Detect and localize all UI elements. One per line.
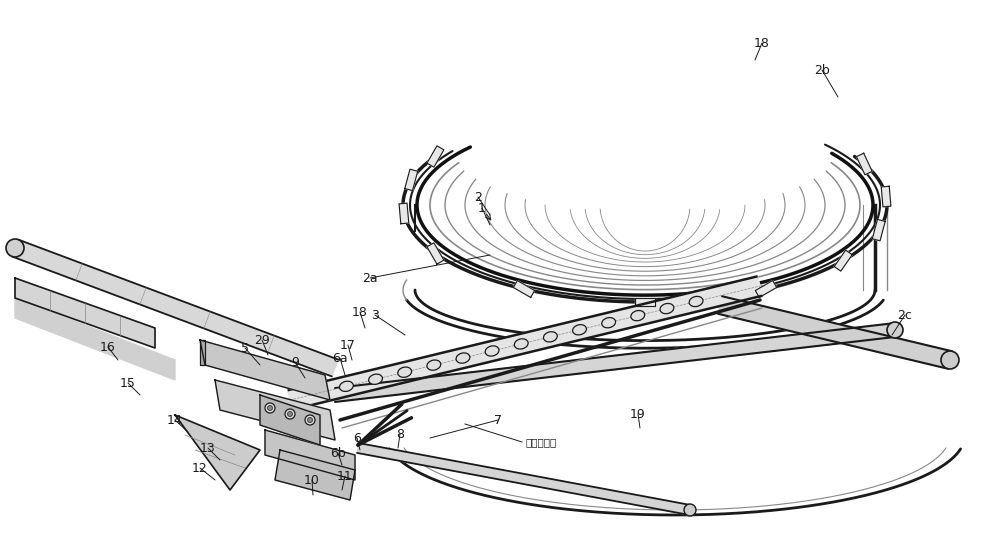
Ellipse shape	[514, 339, 528, 349]
Ellipse shape	[689, 296, 703, 307]
Polygon shape	[215, 380, 335, 440]
Polygon shape	[12, 240, 338, 377]
Polygon shape	[357, 443, 691, 515]
Polygon shape	[856, 153, 872, 175]
Circle shape	[268, 405, 273, 410]
Text: 2c: 2c	[898, 308, 912, 322]
Polygon shape	[15, 278, 155, 348]
Text: 13: 13	[200, 441, 216, 455]
Text: 2b: 2b	[814, 64, 830, 76]
Polygon shape	[265, 430, 355, 480]
Polygon shape	[399, 203, 409, 224]
Ellipse shape	[456, 353, 470, 363]
Text: 15: 15	[120, 377, 136, 390]
Text: 分质传输器: 分质传输器	[525, 437, 556, 447]
Text: 3: 3	[371, 308, 379, 322]
Text: 18: 18	[754, 37, 770, 50]
Ellipse shape	[660, 304, 674, 314]
Polygon shape	[834, 250, 852, 271]
Text: 2: 2	[474, 191, 482, 203]
Circle shape	[285, 409, 295, 419]
Text: 19: 19	[630, 408, 646, 421]
Text: 14: 14	[167, 414, 183, 427]
Text: 6a: 6a	[332, 352, 348, 365]
Polygon shape	[275, 450, 355, 500]
Text: 10: 10	[304, 474, 320, 487]
Ellipse shape	[631, 311, 645, 321]
Polygon shape	[755, 281, 777, 298]
Circle shape	[684, 504, 696, 516]
Text: 1: 1	[478, 202, 486, 215]
Polygon shape	[175, 415, 260, 490]
Circle shape	[308, 417, 313, 422]
Ellipse shape	[573, 325, 586, 335]
Polygon shape	[405, 169, 418, 191]
Text: 16: 16	[100, 341, 116, 354]
Ellipse shape	[427, 360, 441, 370]
Text: 8: 8	[396, 427, 404, 440]
Polygon shape	[200, 340, 205, 365]
Polygon shape	[260, 395, 320, 445]
Ellipse shape	[369, 374, 382, 384]
Text: 2a: 2a	[362, 271, 378, 284]
Polygon shape	[288, 276, 762, 410]
Text: 12: 12	[192, 462, 208, 475]
Circle shape	[6, 239, 24, 257]
Polygon shape	[334, 323, 896, 402]
Ellipse shape	[602, 318, 616, 328]
Polygon shape	[427, 243, 444, 264]
Circle shape	[305, 415, 315, 425]
Text: 18: 18	[352, 306, 368, 318]
Polygon shape	[718, 296, 952, 369]
Text: 7: 7	[494, 414, 502, 427]
Circle shape	[887, 322, 903, 338]
Ellipse shape	[543, 332, 557, 342]
Polygon shape	[427, 146, 444, 167]
Text: 6: 6	[353, 432, 361, 445]
Polygon shape	[513, 281, 535, 298]
Ellipse shape	[339, 381, 353, 391]
Circle shape	[941, 351, 959, 369]
Polygon shape	[15, 298, 175, 380]
Polygon shape	[200, 340, 330, 400]
Polygon shape	[881, 186, 891, 207]
Circle shape	[288, 411, 293, 416]
Text: 11: 11	[337, 469, 353, 482]
Text: 9: 9	[291, 355, 299, 368]
Text: 5: 5	[241, 342, 249, 354]
Ellipse shape	[398, 367, 412, 377]
Circle shape	[265, 403, 275, 413]
Polygon shape	[635, 298, 655, 306]
Ellipse shape	[485, 346, 499, 356]
Polygon shape	[872, 220, 885, 241]
Text: 6b: 6b	[330, 446, 346, 459]
Text: 29: 29	[254, 334, 270, 347]
Text: 17: 17	[340, 338, 356, 352]
